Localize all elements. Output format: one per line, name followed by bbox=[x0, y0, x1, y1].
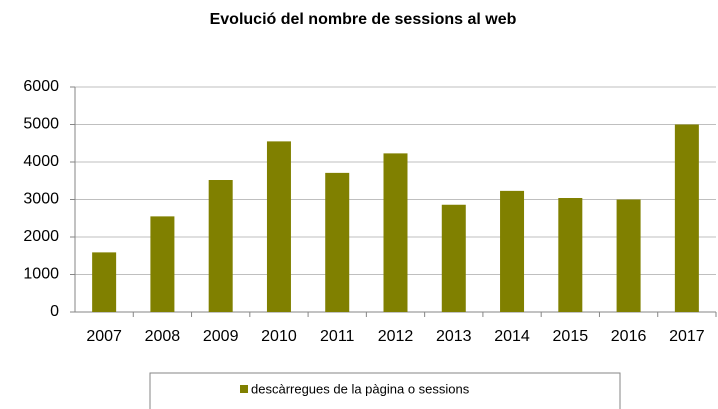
x-tick-label: 2014 bbox=[494, 328, 530, 345]
y-tick-label: 3000 bbox=[23, 191, 59, 208]
y-tick-label: 2000 bbox=[23, 228, 59, 245]
bar bbox=[208, 180, 233, 312]
x-tick-label: 2007 bbox=[86, 328, 122, 345]
chart-title: Evolució del nombre de sessions al web bbox=[210, 11, 517, 28]
y-tick-label: 0 bbox=[50, 303, 59, 320]
y-tick-label: 6000 bbox=[23, 78, 59, 95]
x-tick-label: 2010 bbox=[261, 328, 297, 345]
bar bbox=[325, 172, 350, 312]
x-tick-label: 2015 bbox=[553, 328, 589, 345]
legend-label: descàrregues de la pàgina o sessions bbox=[251, 381, 470, 396]
x-tick-label: 2013 bbox=[436, 328, 472, 345]
x-tick-label: 2008 bbox=[145, 328, 181, 345]
bar bbox=[500, 190, 525, 312]
x-tick-label: 2017 bbox=[669, 328, 705, 345]
bar bbox=[266, 141, 291, 312]
bar bbox=[674, 124, 699, 312]
x-tick-label: 2009 bbox=[203, 328, 239, 345]
x-tick-label: 2011 bbox=[320, 328, 355, 345]
x-tick-label: 2016 bbox=[611, 328, 647, 345]
legend-swatch bbox=[240, 385, 248, 393]
bar bbox=[616, 199, 641, 312]
bar bbox=[441, 204, 466, 312]
legend-box bbox=[149, 372, 621, 409]
bar bbox=[558, 198, 583, 312]
y-tick-label: 5000 bbox=[23, 116, 59, 133]
y-tick-label: 4000 bbox=[23, 153, 59, 170]
y-tick-label: 1000 bbox=[23, 266, 59, 283]
x-tick-label: 2012 bbox=[378, 328, 414, 345]
bar bbox=[150, 216, 175, 312]
bar bbox=[383, 153, 408, 312]
bar bbox=[92, 252, 117, 312]
